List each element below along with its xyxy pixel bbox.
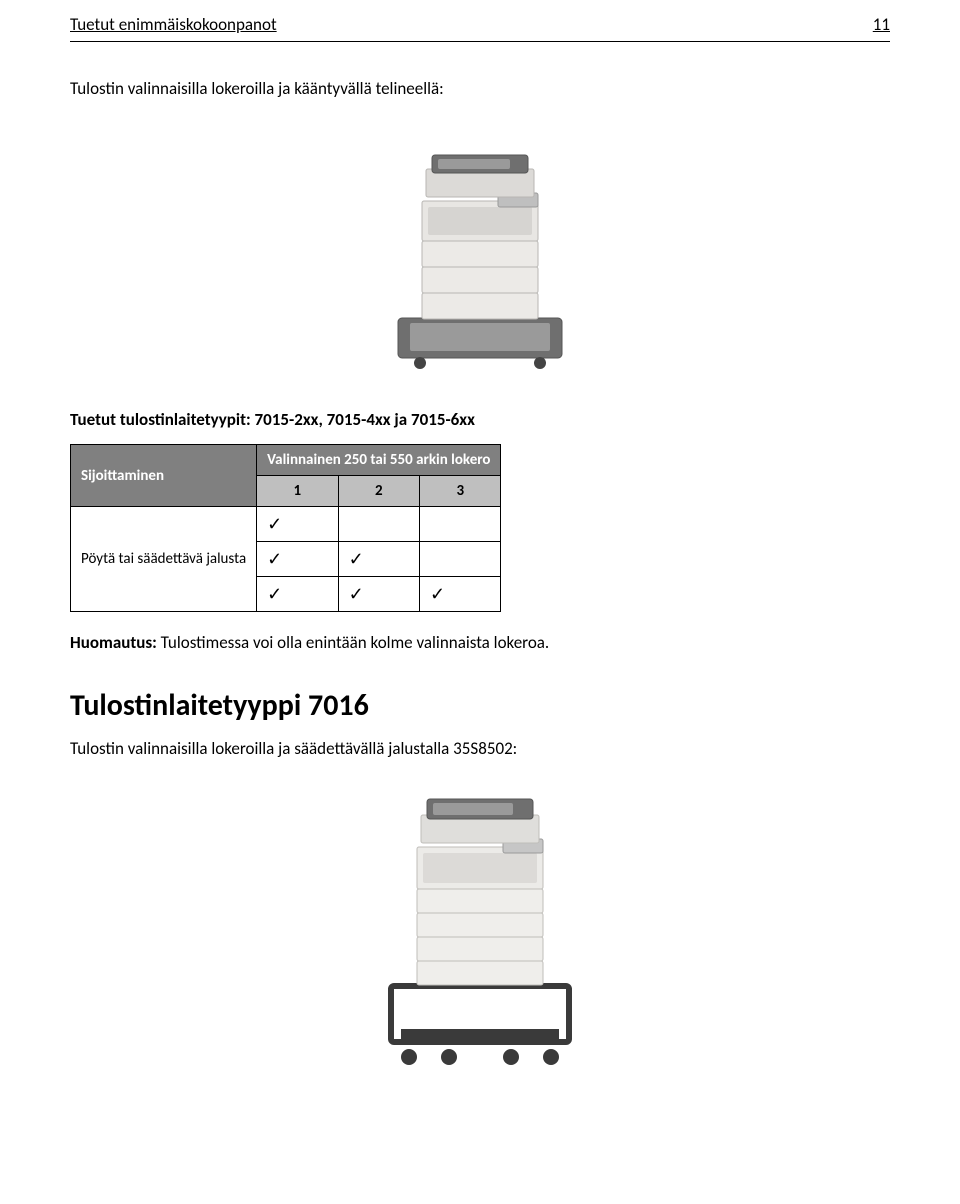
check-cell: ✓	[257, 507, 338, 542]
intro-text: Tulostin valinnaisilla lokeroilla ja kää…	[70, 78, 890, 99]
header-rule	[70, 41, 890, 42]
col-sijoittaminen: Sijoittaminen	[71, 445, 257, 507]
subcol-3: 3	[420, 476, 501, 507]
section-heading: Tulostinlaitetyyppi 7016	[70, 687, 890, 724]
page-number: 11	[873, 14, 890, 35]
check-cell	[338, 507, 419, 542]
row-label: Pöytä tai säädettävä jalusta	[71, 507, 257, 612]
table-row: Pöytä tai säädettävä jalusta ✓	[71, 507, 501, 542]
check-cell: ✓	[338, 542, 419, 577]
check-cell: ✓	[338, 577, 419, 612]
check-cell	[420, 542, 501, 577]
header-title: Tuetut enimmäiskokoonpanot	[70, 14, 277, 35]
check-cell: ✓	[257, 542, 338, 577]
section-body: Tulostin valinnaisilla lokeroilla ja sää…	[70, 738, 890, 759]
check-cell: ✓	[420, 577, 501, 612]
printer-figure-2	[70, 781, 890, 1071]
printer-cart-icon	[375, 781, 585, 1071]
page-header: Tuetut enimmäiskokoonpanot 11	[70, 0, 890, 41]
note-label: Huomautus:	[70, 632, 157, 653]
printer-stack-icon	[380, 123, 580, 373]
support-table: Sijoittaminen Valinnainen 250 tai 550 ar…	[70, 444, 501, 612]
subcol-1: 1	[257, 476, 338, 507]
check-cell: ✓	[257, 577, 338, 612]
check-cell	[420, 507, 501, 542]
supported-types-label: Tuetut tulostinlaitetyypit: 7015-2xx, 70…	[70, 409, 890, 430]
col-tray-span: Valinnainen 250 tai 550 arkin lokero	[257, 445, 501, 476]
printer-figure-1	[70, 123, 890, 373]
subcol-2: 2	[338, 476, 419, 507]
note: Huomautus: Tulostimessa voi olla enintää…	[70, 632, 890, 653]
note-text: Tulostimessa voi olla enintään kolme val…	[157, 632, 549, 653]
